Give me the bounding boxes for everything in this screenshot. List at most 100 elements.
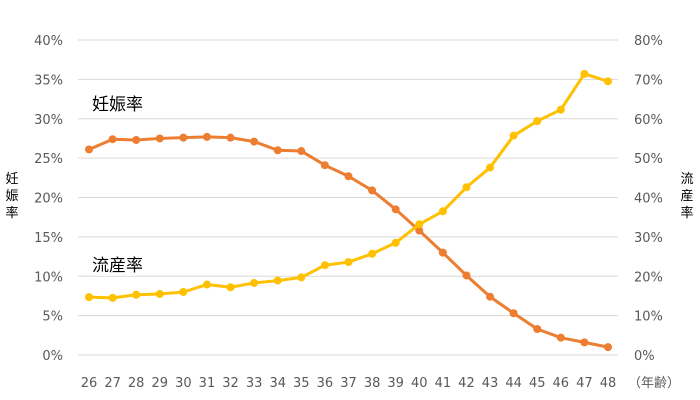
data-point-1	[368, 249, 377, 258]
data-point-1	[226, 283, 235, 292]
x-tick-label: 45	[529, 376, 546, 391]
left-tick-label: 0%	[42, 349, 63, 364]
right-tick-label: 50%	[634, 152, 663, 167]
data-point-1	[108, 293, 117, 302]
right-tick-label: 10%	[634, 310, 663, 325]
right-tick-label: 40%	[634, 192, 663, 207]
x-tick-label: 38	[364, 376, 381, 391]
x-tick-label: 28	[128, 376, 145, 391]
right-axis-ticks: 0% 10% 20% 30% 40% 50% 60% 70% 80%	[634, 34, 663, 364]
right-tick-label: 80%	[634, 34, 663, 49]
x-tick-label: 27	[104, 376, 121, 391]
data-point-1	[391, 238, 400, 247]
data-point-1	[132, 290, 141, 299]
data-point-1	[297, 273, 306, 282]
data-point-1	[509, 131, 518, 140]
x-tick-label: 43	[482, 376, 499, 391]
data-point-0	[580, 338, 589, 347]
left-tick-label: 30%	[34, 113, 63, 128]
data-point-0	[509, 309, 518, 318]
data-point-0	[391, 205, 400, 214]
x-tick-label: 36	[317, 376, 334, 391]
right-axis-label-char: 流	[680, 172, 693, 187]
x-tick-label: 39	[387, 376, 404, 391]
data-point-1	[580, 69, 589, 78]
right-tick-label: 30%	[634, 231, 663, 246]
x-tick-label: 48	[600, 376, 617, 391]
data-point-0	[604, 343, 612, 352]
data-point-0	[533, 325, 542, 334]
data-point-1	[250, 278, 259, 287]
data-point-1	[415, 220, 424, 229]
left-axis-label-group: 妊娠率	[5, 172, 18, 221]
x-tick-label: 40	[411, 376, 428, 391]
data-point-0	[273, 146, 282, 155]
x-tick-label: 46	[553, 376, 570, 391]
left-tick-label: 20%	[34, 192, 63, 207]
left-tick-label: 35%	[34, 73, 63, 88]
left-axis-label-char: 妊	[5, 172, 18, 187]
right-axis-label-char: 産	[680, 188, 693, 204]
data-point-0	[368, 186, 377, 195]
right-tick-label: 0%	[634, 349, 655, 364]
x-tick-label: 31	[199, 376, 216, 391]
data-point-0	[179, 133, 188, 142]
data-point-1	[273, 276, 282, 285]
left-tick-label: 15%	[34, 231, 63, 246]
data-point-0	[155, 134, 164, 143]
right-tick-label: 20%	[634, 270, 663, 285]
x-tick-label: 42	[458, 376, 475, 391]
series-label-miscarriage-rate: 流産率	[92, 256, 143, 276]
series-layer	[85, 69, 612, 352]
x-tick-label: 26	[81, 376, 98, 391]
data-point-0	[320, 161, 329, 170]
right-tick-label: 70%	[634, 73, 663, 88]
data-point-0	[415, 226, 424, 235]
data-point-1	[155, 289, 164, 298]
data-point-0	[297, 147, 306, 156]
data-point-0	[486, 292, 495, 301]
right-axis-label-char: 率	[680, 205, 693, 221]
right-tick-label: 60%	[634, 113, 663, 128]
data-point-0	[438, 248, 447, 257]
left-tick-label: 5%	[42, 310, 63, 325]
data-point-1	[462, 183, 471, 192]
data-point-1	[344, 258, 353, 267]
series-label-pregnancy-rate: 妊娠率	[92, 95, 143, 115]
right-axis-label-group: 流産率	[680, 172, 693, 221]
left-tick-label: 40%	[34, 34, 63, 49]
left-axis-label-char: 率	[5, 205, 18, 221]
data-point-1	[604, 77, 612, 86]
x-axis-unit-label: （年齢）	[628, 376, 680, 391]
x-tick-label: 32	[222, 376, 239, 391]
x-tick-label: 33	[246, 376, 263, 391]
data-point-0	[132, 136, 141, 145]
data-point-0	[226, 133, 235, 142]
left-tick-label: 25%	[34, 152, 63, 167]
data-point-0	[108, 135, 117, 144]
data-point-1	[202, 280, 211, 289]
x-tick-label: 30	[175, 376, 192, 391]
gridlines	[78, 39, 618, 356]
data-point-1	[438, 207, 447, 216]
x-tick-label: 35	[293, 376, 310, 391]
data-point-0	[344, 172, 353, 181]
x-tick-label: 44	[505, 376, 522, 391]
x-tick-label: 41	[435, 376, 452, 391]
data-point-1	[533, 117, 542, 126]
x-axis-ticks: 26 27 28 29 30 31 32 33 34 35 36 37 38 39 40 41 42 43 44 45…	[81, 376, 617, 391]
x-tick-label: 29	[151, 376, 168, 391]
left-tick-label: 10%	[34, 270, 63, 285]
data-point-1	[85, 293, 93, 302]
data-point-1	[486, 163, 495, 172]
x-tick-label: 47	[576, 376, 593, 391]
x-tick-label: 34	[269, 376, 286, 391]
x-tick-label: 37	[340, 376, 357, 391]
data-point-0	[202, 132, 211, 141]
left-axis-label-char: 娠	[5, 189, 18, 204]
data-point-0	[462, 271, 471, 280]
data-point-1	[320, 261, 329, 270]
data-point-0	[250, 137, 259, 146]
data-point-0	[85, 145, 93, 154]
